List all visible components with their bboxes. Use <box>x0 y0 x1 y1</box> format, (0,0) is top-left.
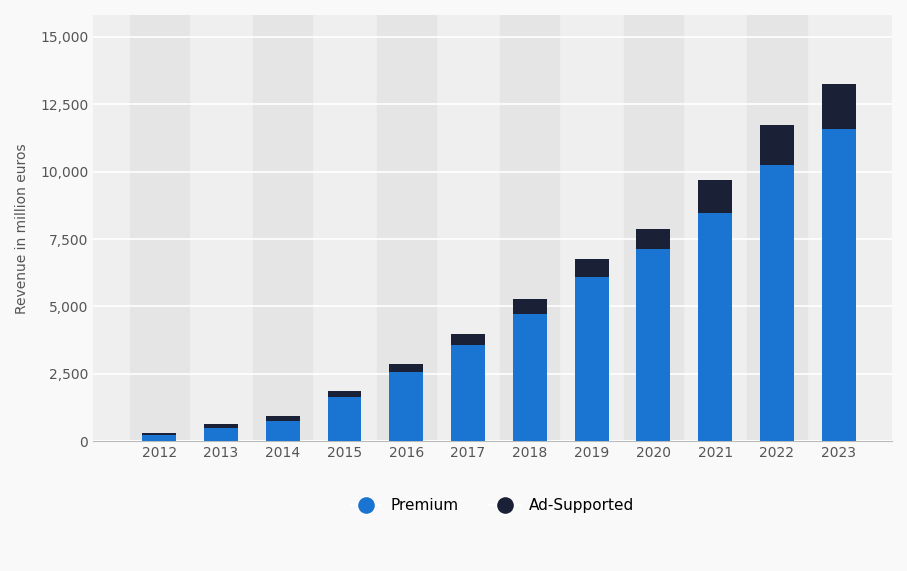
Bar <box>760 165 794 441</box>
Bar <box>637 229 670 249</box>
Bar <box>142 435 176 441</box>
Legend: Premium, Ad-Supported: Premium, Ad-Supported <box>345 492 640 519</box>
Bar <box>747 15 806 441</box>
Bar <box>624 15 683 441</box>
Bar <box>698 180 732 213</box>
Bar <box>698 213 732 441</box>
Bar <box>575 259 609 277</box>
Bar <box>637 249 670 441</box>
Bar <box>266 421 299 441</box>
Bar <box>130 15 189 441</box>
Bar <box>389 364 424 372</box>
Bar <box>204 424 238 428</box>
Bar <box>500 15 560 441</box>
Bar <box>204 428 238 441</box>
Bar <box>512 299 547 314</box>
Bar <box>822 130 855 441</box>
Bar <box>512 314 547 441</box>
Bar <box>389 372 424 441</box>
Bar <box>451 345 485 441</box>
Bar <box>760 125 794 165</box>
Bar <box>822 84 855 130</box>
Bar <box>327 391 362 397</box>
Bar <box>327 397 362 441</box>
Bar <box>142 433 176 435</box>
Bar <box>253 15 312 441</box>
Bar <box>376 15 436 441</box>
Bar <box>266 416 299 421</box>
Y-axis label: Revenue in million euros: Revenue in million euros <box>15 143 29 313</box>
Bar <box>451 334 485 345</box>
Bar <box>575 277 609 441</box>
